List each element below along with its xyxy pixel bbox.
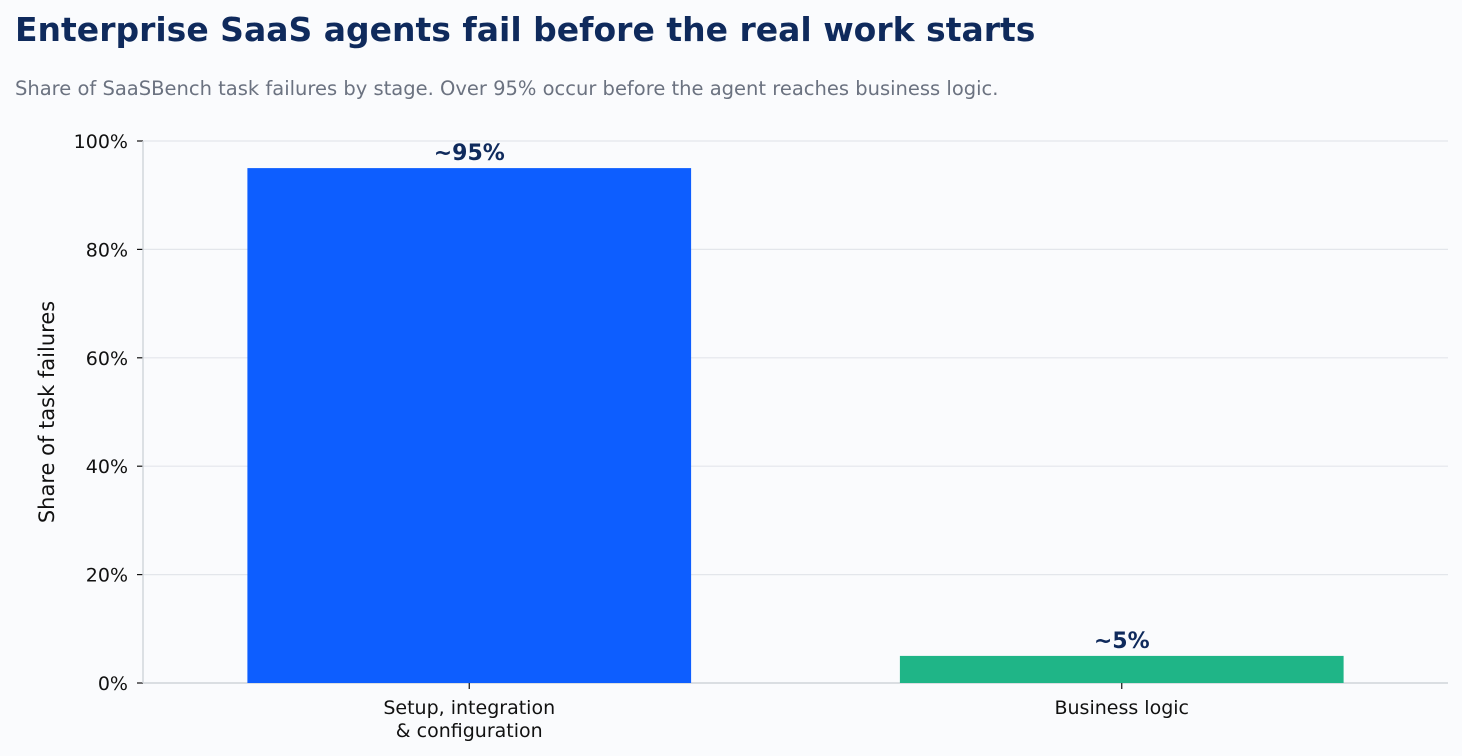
- labels: ~95% ~5%: [434, 141, 1150, 654]
- x-tick-label: Business logic: [1054, 697, 1189, 719]
- chart-subtitle: Share of SaaSBench task failures by stag…: [15, 77, 999, 100]
- bar: [247, 168, 692, 684]
- y-tick-label: 80%: [86, 239, 128, 261]
- y-tick-label: 0%: [98, 673, 128, 695]
- x-tick-label: Setup, integration & configuration: [383, 697, 555, 742]
- y-tick-label: 100%: [74, 131, 128, 153]
- bar: [899, 655, 1344, 683]
- y-tick-label: 60%: [86, 348, 128, 370]
- y-axis-label: Share of task failures: [35, 301, 59, 523]
- bar-value-label: ~5%: [1094, 629, 1150, 654]
- bars: [247, 168, 1344, 684]
- chart-title: Enterprise SaaS agents fail before the r…: [15, 10, 1036, 49]
- y-tick-label: 20%: [86, 565, 128, 587]
- y-tick-label: 40%: [86, 456, 128, 478]
- axes: 0% 20% 40% 60% 80% 100% Setup, integration & co…: [74, 131, 1448, 742]
- bar-value-label: ~95%: [434, 141, 505, 166]
